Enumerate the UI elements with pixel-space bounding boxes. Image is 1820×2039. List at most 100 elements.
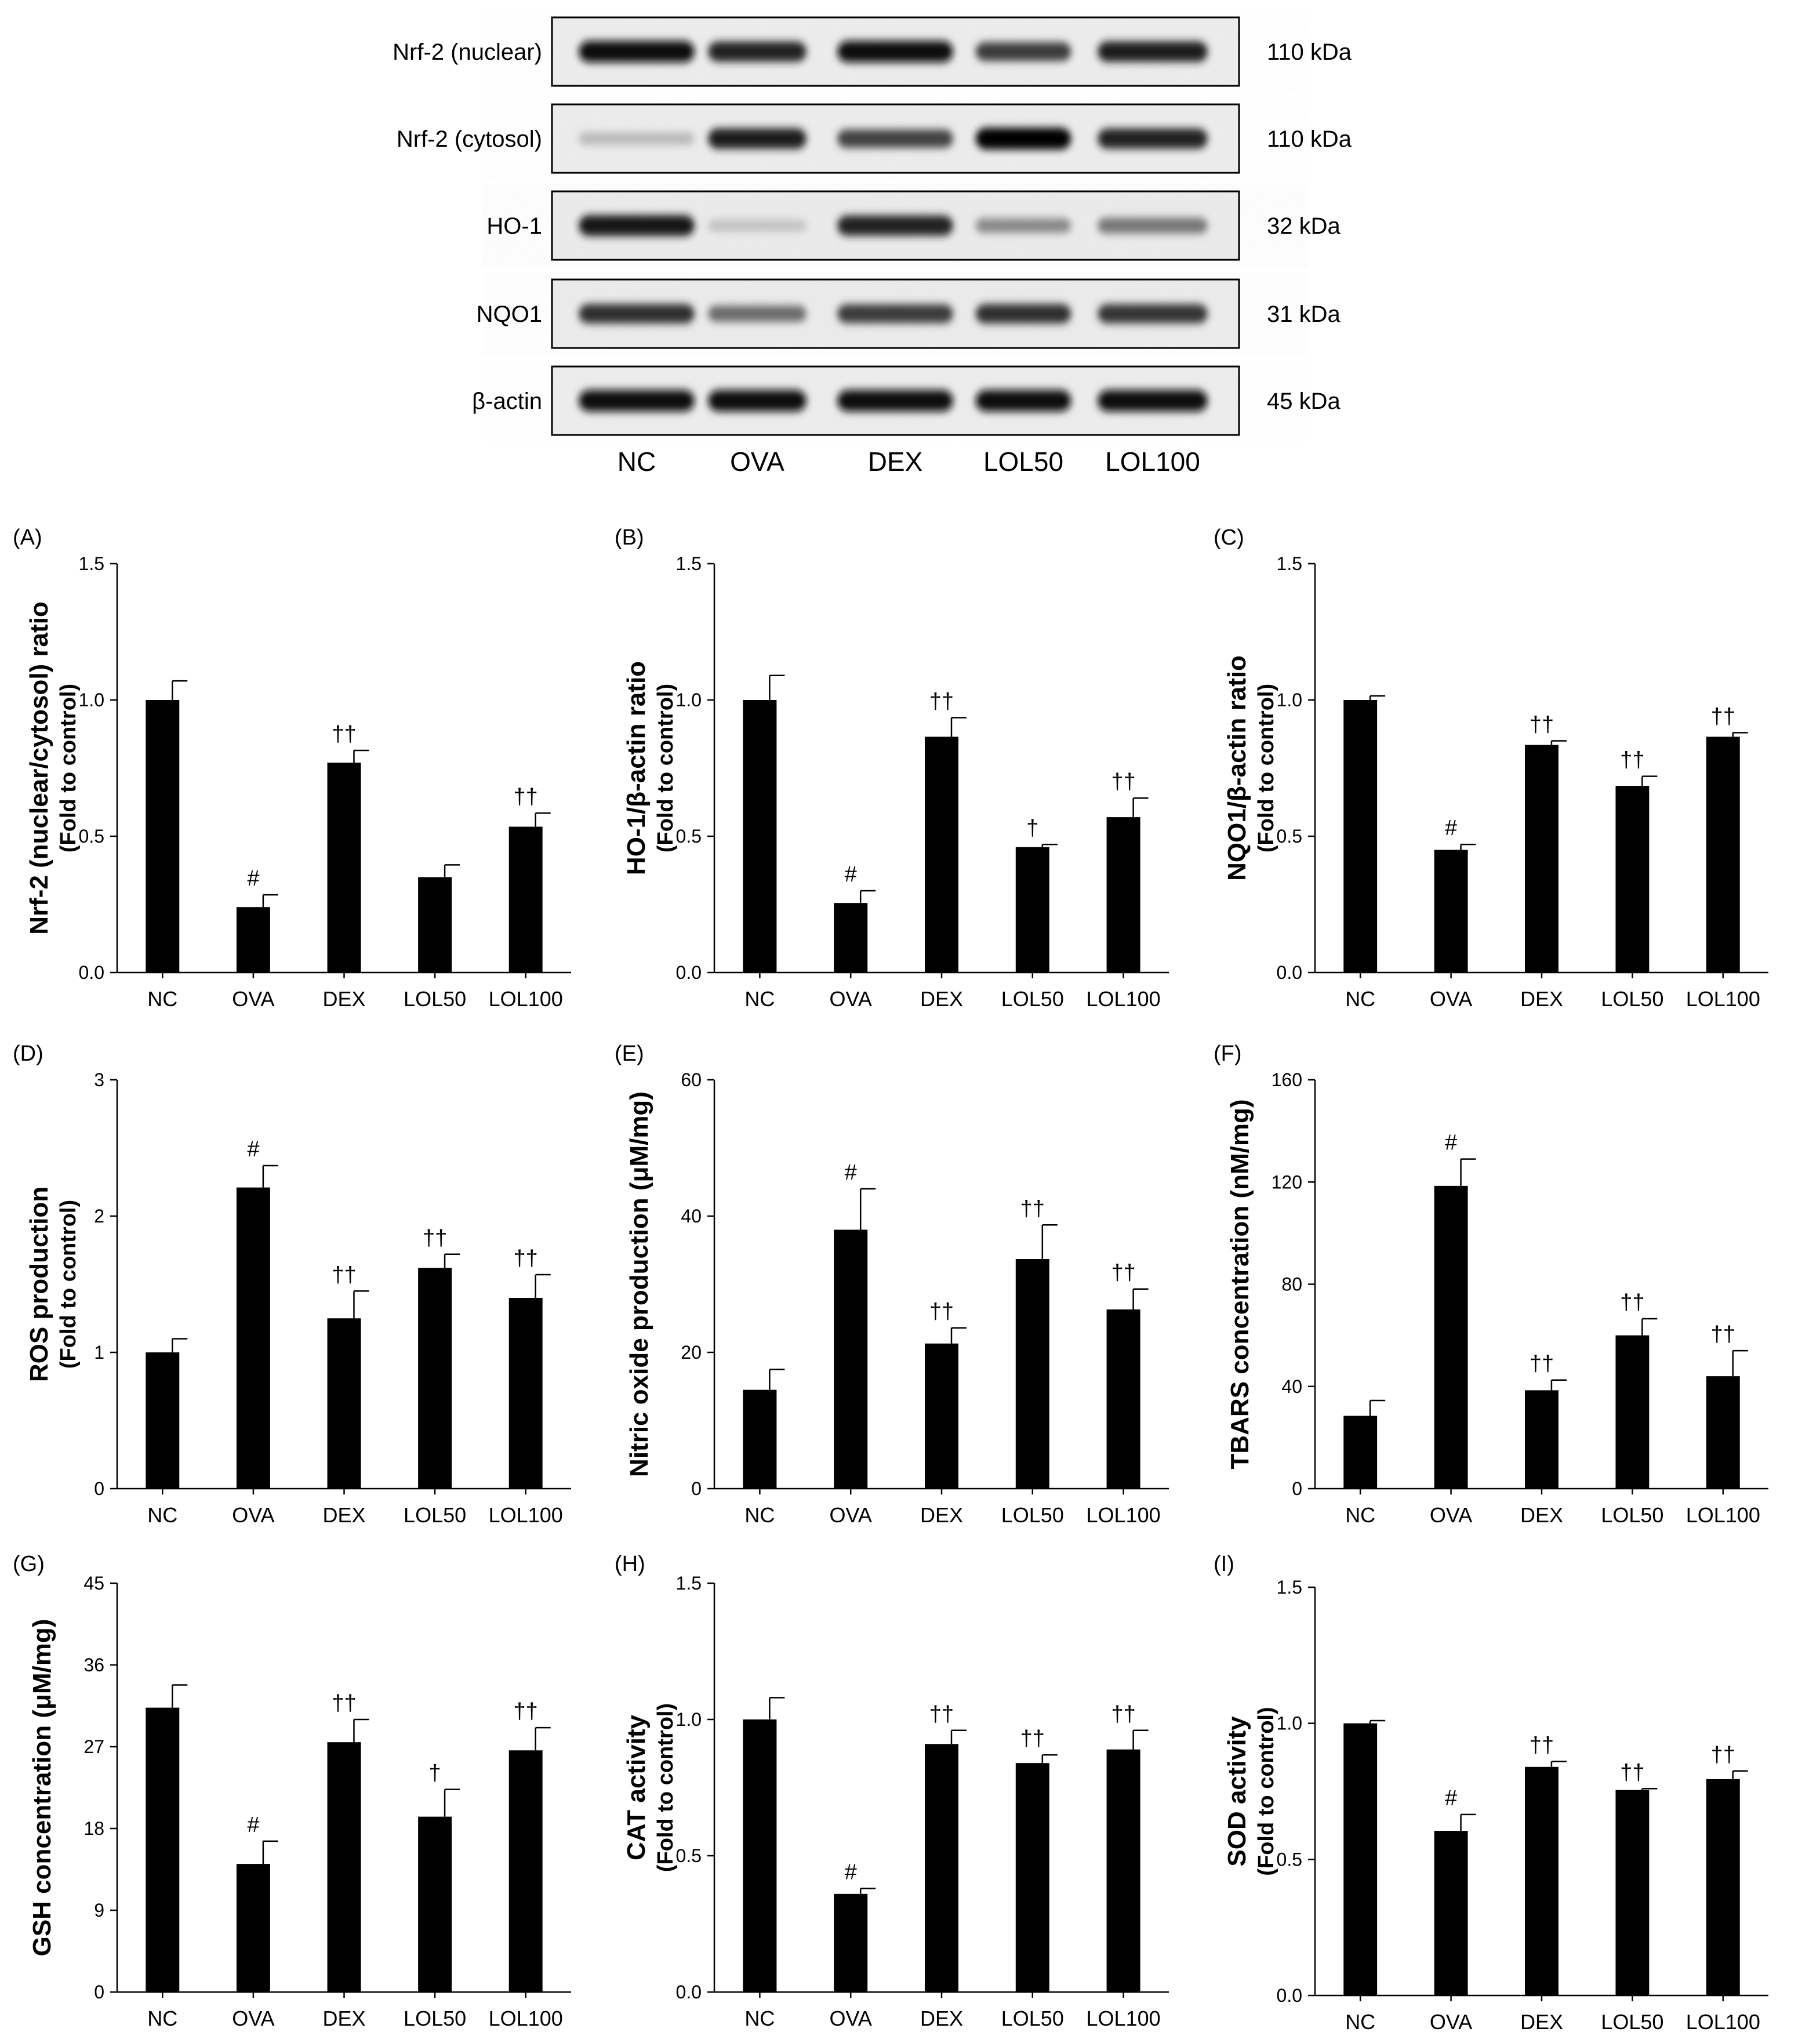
x-tick-label: DEX [322, 2007, 365, 2030]
bar-chart: (C) 0.0 0.5 1.0 1.5 NQO1/β-actin ratio (Fold t… [1214, 525, 1768, 1011]
blot-row: Nrf-2 (nuclear) 110 kDa [393, 16, 1352, 87]
y-tick-label: 0.5 [79, 826, 104, 847]
blot-lane-label: LOL100 [1105, 447, 1200, 477]
x-tick-label: LOL100 [1087, 987, 1161, 1011]
x-tick-label: NC [147, 1503, 177, 1527]
y-tick-label: 0.5 [1277, 1849, 1302, 1870]
bar [327, 763, 361, 973]
y-tick-label: 0 [94, 1982, 104, 2002]
x-tick-label: DEX [322, 987, 365, 1011]
significance-mark: † [429, 1761, 441, 1786]
significance-mark: †† [1711, 1322, 1735, 1347]
panel-label: (D) [13, 1042, 43, 1066]
x-tick-label: LOL100 [1686, 1503, 1760, 1527]
blot-band [1098, 128, 1208, 149]
y-tick-label: 0.5 [1277, 826, 1302, 847]
bar [508, 1298, 543, 1489]
bar [146, 1707, 180, 1992]
y-tick-label: 1.5 [1277, 553, 1302, 574]
x-tick-label: NC [1345, 1503, 1375, 1527]
bar [236, 1187, 270, 1489]
bar [1343, 1723, 1378, 1996]
bar [1434, 1831, 1468, 1996]
blot-band [1098, 41, 1208, 62]
y-axis-label: TBARS concentration (nM/mg) [1226, 1100, 1254, 1470]
x-tick-label: NC [147, 2007, 177, 2030]
significance-mark: †† [1620, 1290, 1644, 1315]
panel-label: (A) [13, 525, 42, 550]
bar [1615, 1790, 1650, 1996]
y-tick-label: 0.5 [676, 826, 702, 847]
blot-kda-label: 110 kDa [1267, 126, 1352, 152]
bar [418, 1268, 452, 1489]
bar [1525, 745, 1559, 973]
x-tick-label: NC [147, 987, 177, 1011]
x-tick-label: DEX [1520, 1503, 1563, 1527]
y-tick-label: 1 [94, 1342, 104, 1363]
bar [1706, 736, 1740, 973]
y-tick-label: 120 [1272, 1171, 1302, 1192]
blot-lane-label: LOL50 [983, 447, 1063, 477]
y-tick-label: 1.0 [1277, 1713, 1302, 1734]
blot-kda-label: 110 kDa [1267, 39, 1352, 65]
blot-band [975, 218, 1071, 233]
bar [508, 1750, 543, 1992]
y-tick-label: 1.5 [676, 1573, 702, 1594]
x-tick-label: LOL100 [1686, 987, 1760, 1011]
x-tick-label: OVA [830, 987, 872, 1011]
y-tick-label: 60 [681, 1069, 702, 1090]
blot-kda-label: 45 kDa [1267, 389, 1341, 414]
significance-mark: †† [1530, 713, 1554, 737]
y-tick-label: 1.0 [79, 690, 104, 710]
significance-mark: # [845, 1860, 857, 1884]
blot-row-label: Nrf-2 (nuclear) [393, 39, 542, 65]
significance-mark: †† [1620, 1760, 1644, 1784]
y-tick-label: 9 [94, 1900, 104, 1921]
bar [1525, 1766, 1559, 1996]
x-tick-label: LOL50 [404, 987, 466, 1011]
x-tick-label: OVA [1430, 1503, 1472, 1527]
y-tick-label: 40 [681, 1206, 702, 1227]
blot-band [837, 41, 953, 63]
bar-chart: (A) 0.0 0.5 1.0 1.5 Nrf-2 (nuclear/cytosol) r… [13, 525, 571, 1011]
x-tick-label: DEX [920, 1503, 963, 1527]
blot-row: NQO1 31 kDa [477, 278, 1341, 349]
bar [1434, 850, 1468, 973]
bar [743, 1719, 777, 1992]
significance-mark: †† [929, 1702, 954, 1726]
y-tick-label: 0.0 [79, 962, 104, 983]
blot-band [837, 215, 953, 236]
bar [146, 1352, 180, 1489]
blot-kda-label: 32 kDa [1267, 213, 1341, 239]
significance-mark: †† [1020, 1726, 1045, 1751]
y-tick-label: 40 [1281, 1376, 1302, 1397]
bar [418, 877, 452, 973]
bar [1706, 1376, 1740, 1489]
bar [743, 700, 777, 973]
x-tick-label: LOL100 [1087, 2007, 1161, 2030]
bar [146, 700, 180, 973]
panel-label: (G) [13, 1552, 45, 1576]
x-tick-label: OVA [232, 2007, 274, 2030]
x-tick-label: NC [744, 987, 775, 1011]
significance-mark: # [845, 1160, 857, 1185]
blot-band [579, 132, 695, 145]
blot-band [708, 305, 807, 322]
x-tick-label: DEX [920, 2007, 963, 2030]
x-tick-label: OVA [1430, 987, 1472, 1011]
western-blot: Nrf-2 (nuclear) 110 kDa Nrf-2 (cytosol) 110… [393, 16, 1352, 477]
significance-mark: † [1026, 816, 1038, 840]
x-tick-label: OVA [1430, 2010, 1472, 2034]
significance-mark: †† [1111, 1702, 1135, 1726]
y-axis-label: Nrf-2 (nuclear/cytosol) ratio [25, 601, 53, 935]
y-tick-label: 2 [94, 1206, 104, 1227]
significance-mark: # [247, 1813, 259, 1837]
blot-row: HO-1 32 kDa [486, 190, 1341, 261]
blot-frame [551, 365, 1240, 436]
significance-mark: †† [332, 1262, 356, 1287]
x-tick-label: OVA [232, 1503, 274, 1527]
bar [1015, 847, 1049, 973]
x-tick-label: LOL50 [1601, 987, 1663, 1011]
x-tick-label: NC [744, 1503, 775, 1527]
bar [327, 1318, 361, 1489]
